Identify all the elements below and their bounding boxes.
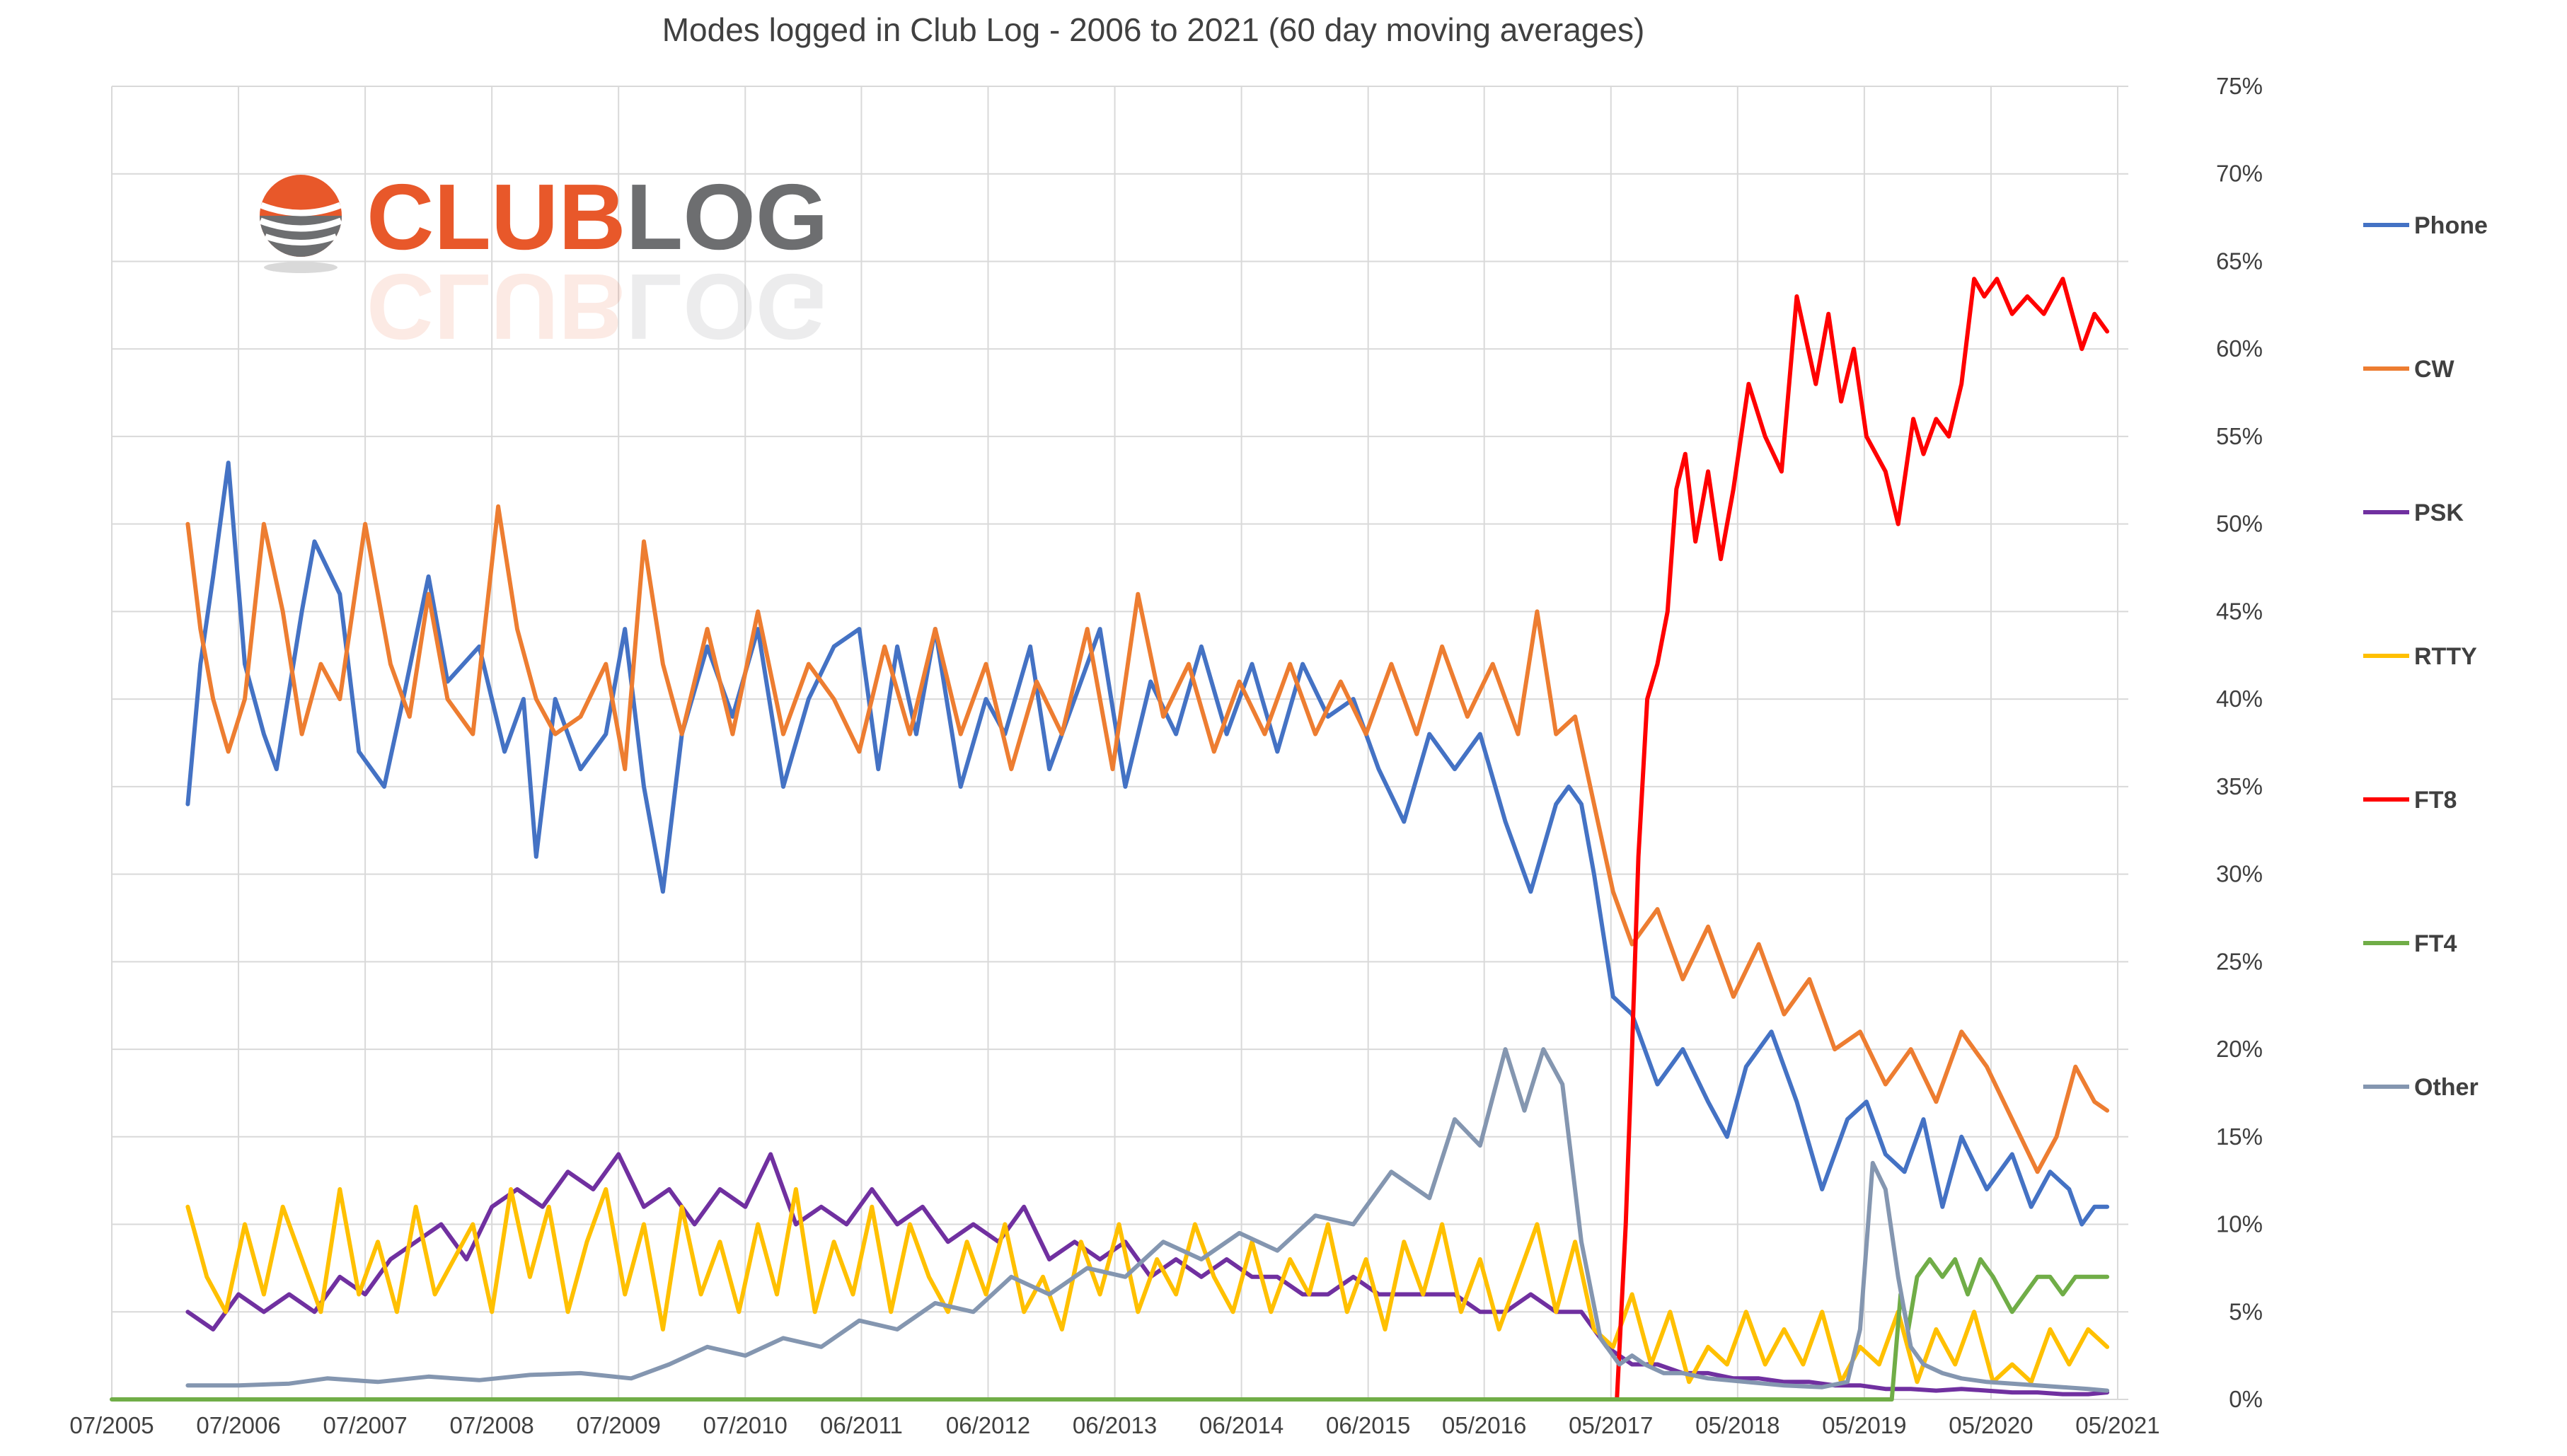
x-tick-label: 07/2010 — [703, 1412, 788, 1438]
y-tick-label: 65% — [2216, 248, 2263, 274]
y-tick-label: 45% — [2216, 598, 2263, 624]
y-tick-label: 50% — [2216, 511, 2263, 537]
y-tick-label: 10% — [2216, 1211, 2263, 1237]
y-tick-label: 75% — [2216, 73, 2263, 99]
y-tick-label: 25% — [2216, 948, 2263, 974]
x-tick-label: 07/2009 — [577, 1412, 661, 1438]
series-lines — [110, 277, 2110, 1402]
clublog-globe-icon — [259, 175, 342, 273]
legend: Phone CW PSK RTTY FT8 FT4 Other — [2363, 212, 2488, 1101]
logo-club-text: CLUBLOG — [367, 165, 829, 269]
legend-label-psk: PSK — [2414, 499, 2464, 526]
y-tick-label: 70% — [2216, 161, 2263, 187]
x-tick-label: 05/2019 — [1822, 1412, 1906, 1438]
x-tick-label: 05/2020 — [1949, 1412, 2033, 1438]
x-tick-label: 06/2014 — [1199, 1412, 1284, 1438]
y-tick-label: 0% — [2229, 1386, 2263, 1412]
y-axis-tick-labels: 0% 5% 10% 15% 20% 25% 30% 35% 40% 45% 50% 55% 60% 65%… — [2216, 73, 2263, 1412]
logo-reflection: CLUBLOG — [367, 255, 829, 359]
x-axis-tick-labels: 07/2005 07/2006 07/2007 07/2008 07/2009 07/20… — [69, 1412, 2159, 1438]
series-line-rtty — [185, 1187, 2110, 1385]
x-tick-label: 07/2006 — [196, 1412, 280, 1438]
y-tick-label: 35% — [2216, 773, 2263, 799]
legend-label-other: Other — [2414, 1074, 2479, 1101]
x-tick-label: 06/2015 — [1326, 1412, 1410, 1438]
series-line-cw — [185, 504, 2110, 1174]
x-tick-label: 07/2005 — [69, 1412, 154, 1438]
x-tick-label: 05/2018 — [1695, 1412, 1779, 1438]
y-tick-label: 5% — [2229, 1298, 2263, 1324]
legend-label-phone: Phone — [2414, 212, 2488, 239]
x-tick-label: 05/2016 — [1442, 1412, 1526, 1438]
chart-title: Modes logged in Club Log - 2006 to 2021 … — [662, 11, 1645, 48]
x-tick-label: 05/2021 — [2075, 1412, 2159, 1438]
x-tick-label: 07/2008 — [450, 1412, 534, 1438]
x-tick-label: 07/2007 — [323, 1412, 407, 1438]
series-line-other — [185, 1047, 2110, 1393]
legend-label-rtty: RTTY — [2414, 643, 2477, 670]
legend-label-ft4: FT4 — [2414, 930, 2457, 957]
x-tick-label: 06/2013 — [1073, 1412, 1157, 1438]
clublog-logo: CLUBLOG CLUBLOG — [259, 165, 829, 359]
y-tick-label: 60% — [2216, 335, 2263, 362]
y-tick-label: 30% — [2216, 861, 2263, 887]
y-tick-label: 20% — [2216, 1036, 2263, 1062]
legend-label-cw: CW — [2414, 356, 2455, 383]
legend-label-ft8: FT8 — [2414, 787, 2457, 814]
x-tick-label: 06/2012 — [946, 1412, 1030, 1438]
series-line-phone — [185, 461, 2110, 1227]
series-line-ft8 — [1615, 277, 2110, 1402]
x-tick-label: 05/2017 — [1569, 1412, 1653, 1438]
y-tick-label: 40% — [2216, 686, 2263, 712]
y-tick-label: 55% — [2216, 423, 2263, 449]
x-tick-label: 06/2011 — [820, 1412, 903, 1438]
y-tick-label: 15% — [2216, 1123, 2263, 1150]
